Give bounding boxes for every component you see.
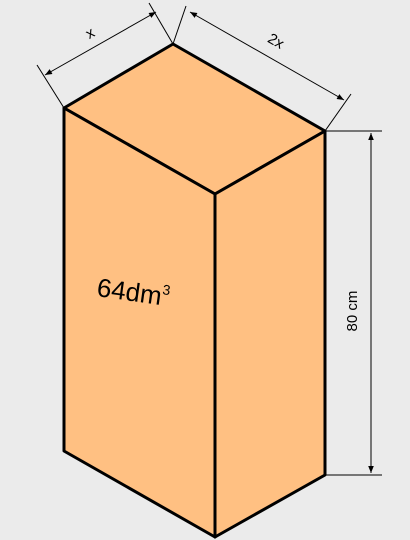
height-label: 80 cm xyxy=(344,291,361,332)
depth-label: 2x xyxy=(265,30,288,53)
depth-extension-right xyxy=(325,94,351,131)
right-face xyxy=(215,131,325,537)
depth-extension-left xyxy=(173,6,186,44)
width-label: x xyxy=(83,24,98,43)
width-extension-right xyxy=(149,3,173,44)
